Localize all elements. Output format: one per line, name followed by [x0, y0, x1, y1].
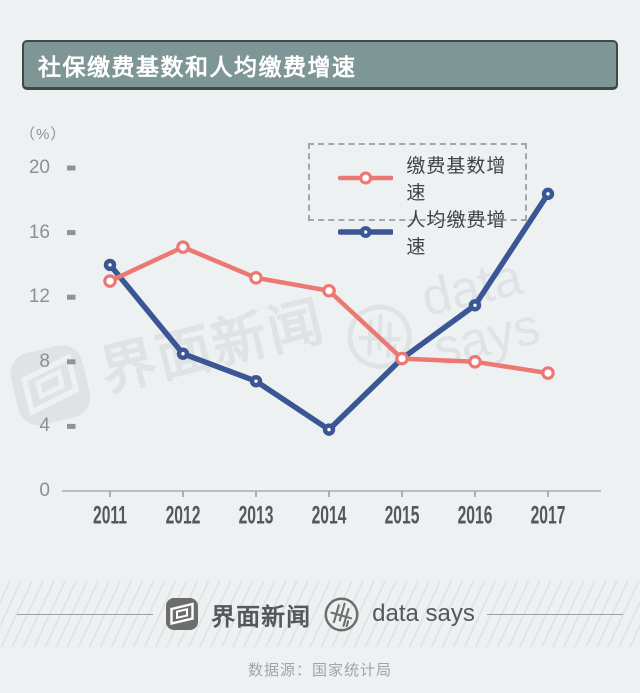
chart-legend: 缴费基数增速 人均缴费增速: [308, 143, 527, 258]
legend-marker-percapita-growth-icon: [338, 226, 394, 238]
jiemian-logo-icon: [166, 598, 199, 630]
x-axis-label: 2013: [238, 500, 274, 529]
jiemian-watermark: 界面新闻: [3, 282, 332, 433]
y-axis-label: 8: [39, 350, 50, 372]
y-axis-label: 12: [28, 286, 50, 308]
y-axis-label: 16: [28, 221, 50, 243]
y-axis-label: 0: [39, 480, 50, 501]
footer-right-rule: [486, 613, 623, 615]
x-axis-label: 2011: [93, 500, 127, 529]
legend-marker-base-growth-icon: [338, 171, 394, 185]
x-axis-label: 2012: [165, 500, 201, 529]
chart-title-bar: 社保缴费基数和人均缴费增速: [22, 40, 618, 90]
footer-brand-band: 界面新闻 data says: [0, 581, 640, 647]
chart-title: 社保缴费基数和人均缴费增速: [38, 53, 357, 80]
datasays-logo-icon: [324, 597, 359, 631]
footer-brand-name: 界面新闻: [211, 603, 312, 631]
legend-label-base-growth: 缴费基数增速: [406, 156, 507, 204]
legend-label-percapita-growth: 人均缴费增速: [406, 210, 507, 258]
y-axis-unit-label: （%）: [20, 126, 67, 143]
x-axis-label: 2014: [311, 500, 347, 529]
legend-item-base-growth: 缴费基数增速: [338, 151, 525, 205]
x-axis-label: 2016: [457, 500, 493, 529]
legend-item-percapita-growth: 人均缴费增速: [338, 205, 525, 259]
footer-left-rule: [17, 613, 154, 615]
footer-datasays-name: data says: [372, 600, 475, 627]
y-axis-label: 4: [39, 415, 50, 437]
x-axis-label: 2017: [530, 500, 566, 529]
jiemian-logo-watermark-icon: [10, 345, 91, 426]
data-source-note: 数据源：国家统计局: [247, 662, 392, 679]
datasays-logo-watermark-icon: [347, 304, 412, 369]
jiemian-watermark-text: 界面新闻: [94, 289, 331, 403]
y-axis-label: 20: [28, 157, 50, 178]
x-axis-label: 2015: [384, 500, 420, 529]
